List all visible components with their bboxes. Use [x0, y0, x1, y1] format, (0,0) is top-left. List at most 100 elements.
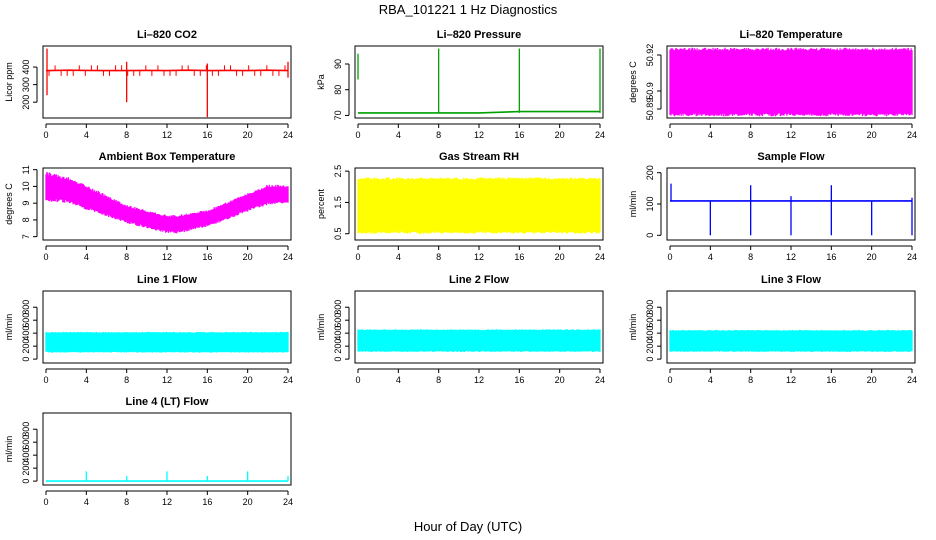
x-tick-label: 24: [595, 375, 605, 385]
x-tick-label: 0: [667, 252, 672, 262]
plot-frame: [354, 45, 604, 119]
x-tick-label: 0: [43, 252, 48, 262]
data-band: [669, 329, 913, 352]
y-tick-label: 800: [645, 300, 655, 315]
x-tick-label: 16: [202, 497, 212, 507]
data-band: [45, 172, 289, 234]
x-tick-label: 16: [514, 252, 524, 262]
x-tick-label: 4: [708, 252, 713, 262]
x-tick-label: 8: [748, 375, 753, 385]
panel-title: Gas Stream RH: [439, 151, 519, 163]
x-tick-label: 16: [514, 130, 524, 140]
y-axis-label: ml/min: [4, 436, 14, 463]
y-tick-label: 400: [21, 448, 31, 463]
x-tick-label: 8: [124, 497, 129, 507]
x-tick-label: 12: [474, 130, 484, 140]
y-tick-label: 800: [21, 422, 31, 437]
data-band: [45, 331, 289, 353]
x-tick-label: 0: [667, 130, 672, 140]
data-line: [358, 110, 600, 114]
x-tick-label: 24: [907, 252, 917, 262]
y-tick-label: 0: [21, 357, 31, 362]
x-tick-label: 0: [355, 130, 360, 140]
y-tick-label: 100: [645, 196, 655, 211]
chart-panel: Ambient Box Temperature degrees C 0 4 8 12 16 2…: [4, 151, 293, 262]
x-tick-label: 24: [283, 252, 293, 262]
x-tick-label: 0: [355, 252, 360, 262]
y-tick-label: 800: [21, 300, 31, 315]
x-tick-label: 20: [243, 252, 253, 262]
y-tick-label: 0: [645, 233, 655, 238]
x-tick-label: 8: [748, 130, 753, 140]
x-tick-label: 20: [555, 252, 565, 262]
y-tick-label: 200: [21, 461, 31, 476]
x-tick-label: 20: [867, 375, 877, 385]
x-tick-label: 20: [555, 375, 565, 385]
panel-title: Li–820 Pressure: [437, 29, 521, 41]
y-tick-label: 400: [21, 60, 31, 75]
data-band: [669, 47, 913, 117]
y-tick-label: 90: [333, 59, 343, 69]
y-tick-label: 200: [645, 165, 655, 180]
x-tick-label: 20: [243, 130, 253, 140]
y-tick-label: 800: [333, 300, 343, 315]
x-tick-label: 20: [867, 130, 877, 140]
y-axis-label: degrees C: [4, 183, 14, 225]
x-tick-label: 16: [202, 375, 212, 385]
x-tick-label: 8: [124, 375, 129, 385]
x-tick-label: 24: [595, 130, 605, 140]
x-tick-label: 12: [162, 497, 172, 507]
x-tick-label: 8: [124, 130, 129, 140]
panel-title: Line 4 (LT) Flow: [126, 396, 209, 408]
x-tick-label: 12: [474, 375, 484, 385]
y-axis-label: ml/min: [628, 314, 638, 341]
y-tick-label: 80: [333, 85, 343, 95]
y-tick-label: 50.92: [645, 44, 655, 67]
y-tick-label: 200: [21, 339, 31, 354]
plot-frame: [42, 290, 292, 364]
chart-panel: Line 2 Flow ml/min 0 4 8 12 16 20 24 0 20040060080…: [316, 274, 605, 385]
x-tick-label: 20: [243, 497, 253, 507]
x-tick-label: 4: [708, 375, 713, 385]
x-tick-label: 20: [243, 375, 253, 385]
y-tick-label: 70: [333, 110, 343, 120]
x-tick-label: 8: [436, 252, 441, 262]
panel-title: Li–820 CO2: [137, 29, 197, 41]
plot-frame: [666, 167, 916, 241]
x-tick-label: 24: [907, 375, 917, 385]
x-tick-label: 24: [283, 375, 293, 385]
y-tick-label: 600: [333, 313, 343, 328]
x-tick-label: 12: [786, 252, 796, 262]
x-tick-label: 4: [396, 375, 401, 385]
y-tick-label: 0: [645, 357, 655, 362]
y-axis-label: degrees C: [628, 61, 638, 103]
x-tick-label: 0: [43, 130, 48, 140]
y-tick-label: 0: [21, 479, 31, 484]
y-tick-label: 0.5: [333, 227, 343, 240]
y-tick-label: 0: [333, 357, 343, 362]
y-tick-label: 1.5: [333, 196, 343, 209]
chart-panel: Line 3 Flow ml/min 0 4 8 12 16 20 24 0 20040060080…: [628, 274, 917, 385]
panel-title: Li–820 Temperature: [739, 29, 842, 41]
y-tick-label: 400: [21, 326, 31, 341]
figure-xlabel: Hour of Day (UTC): [414, 519, 522, 534]
plot-frame: [354, 167, 604, 241]
data-band: [357, 329, 601, 352]
x-tick-label: 16: [826, 130, 836, 140]
y-axis-label: Licor ppm: [4, 62, 14, 102]
x-tick-label: 4: [84, 130, 89, 140]
y-tick-label: 600: [21, 435, 31, 450]
panel-title: Line 3 Flow: [761, 274, 821, 286]
x-tick-label: 12: [474, 252, 484, 262]
x-tick-label: 8: [748, 252, 753, 262]
x-tick-label: 24: [283, 130, 293, 140]
plot-frame: [42, 45, 292, 119]
panel-title: Ambient Box Temperature: [99, 151, 236, 163]
x-tick-label: 4: [84, 252, 89, 262]
x-tick-label: 8: [124, 252, 129, 262]
y-tick-label: 600: [645, 313, 655, 328]
y-tick-label: 300: [21, 77, 31, 92]
panel-title: Sample Flow: [757, 151, 825, 163]
x-tick-label: 4: [84, 497, 89, 507]
